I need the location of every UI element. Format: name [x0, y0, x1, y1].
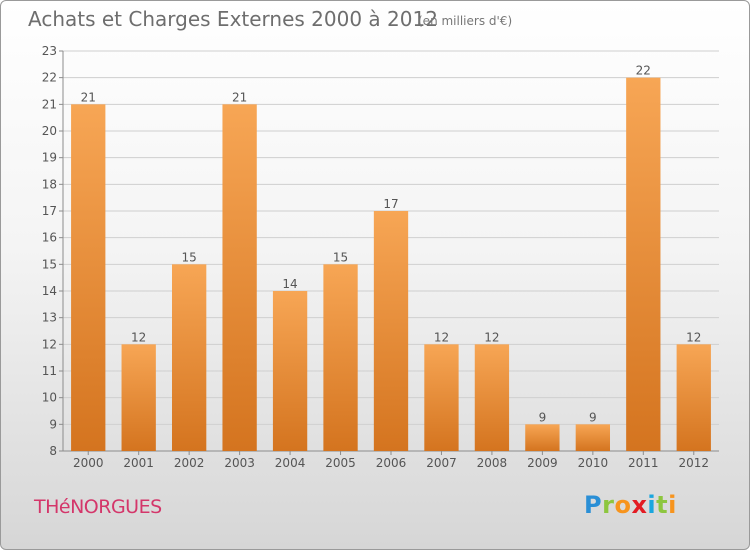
bar-2012 [676, 344, 711, 451]
bar-2004 [272, 291, 308, 451]
x-tick-label-2003: 2003 [224, 456, 255, 470]
bar-2007 [424, 344, 459, 451]
value-label-2006: 17 [383, 197, 398, 211]
value-label-2011: 22 [636, 64, 651, 78]
value-label-2008: 12 [484, 330, 499, 344]
bar-2001 [121, 344, 156, 451]
bar-2006 [373, 211, 409, 451]
x-tick-label-2000: 2000 [73, 456, 104, 470]
bar-2008 [474, 344, 510, 451]
y-tick-label: 12 [42, 337, 57, 351]
chart-subtitle: (en milliers d'€) [418, 14, 513, 28]
bar-2009 [525, 424, 560, 451]
y-tick-label: 23 [42, 44, 57, 58]
bar-2011 [626, 77, 661, 452]
y-tick-label: 13 [42, 311, 57, 325]
bar-2005 [323, 264, 358, 451]
y-tick-label: 22 [42, 71, 57, 85]
value-label-2002: 15 [182, 250, 197, 264]
y-tick-label: 20 [42, 124, 57, 138]
y-tick-label: 14 [42, 284, 57, 298]
y-tick-label: 19 [42, 151, 57, 165]
logo-letter: i [647, 491, 657, 519]
x-tick-label-2006: 2006 [376, 456, 407, 470]
y-tick-label: 15 [42, 257, 57, 271]
proxiti-logo[interactable]: Proxiti [584, 491, 677, 519]
x-tick-label-2009: 2009 [527, 456, 558, 470]
logo-letter: r [602, 491, 615, 519]
logo-letter: P [584, 491, 603, 519]
x-tick-label-2004: 2004 [275, 456, 306, 470]
x-tick-label-2001: 2001 [123, 456, 154, 470]
x-tick-label-2002: 2002 [174, 456, 205, 470]
value-label-2009: 9 [539, 410, 547, 424]
y-tick-label: 8 [49, 444, 57, 458]
value-label-2012: 12 [686, 330, 701, 344]
value-label-2003: 21 [232, 90, 247, 104]
chart-title: Achats et Charges Externes 2000 à 2012 [28, 7, 438, 31]
y-tick-label: 9 [49, 417, 57, 431]
bar-2000 [71, 104, 106, 451]
x-tick-label-2008: 2008 [477, 456, 508, 470]
value-label-2001: 12 [131, 330, 146, 344]
x-tick-label-2007: 2007 [426, 456, 457, 470]
logo-letter: t [656, 491, 669, 519]
y-tick-label: 18 [42, 177, 57, 191]
value-label-2004: 14 [282, 277, 297, 291]
y-tick-label: 17 [42, 204, 57, 218]
x-tick-label-2012: 2012 [678, 456, 709, 470]
bar-2002 [171, 264, 207, 451]
x-tick-label-2011: 2011 [628, 456, 659, 470]
x-tick-label-2005: 2005 [325, 456, 356, 470]
location-name: THéNORGUES [34, 496, 162, 518]
y-tick-label: 16 [42, 231, 57, 245]
logo-letter: x [631, 491, 648, 519]
value-label-2010: 9 [589, 410, 597, 424]
labels: 8 9 10 11 12 13 14 15 16 17 18 19 20 21 22 23 21 2000 12 20… [42, 44, 709, 470]
logo-letter: o [614, 491, 632, 519]
value-label-2000: 21 [81, 90, 96, 104]
bars [71, 77, 711, 452]
bar-2003 [222, 104, 257, 451]
y-tick-label: 11 [42, 364, 57, 378]
x-tick-label-2010: 2010 [578, 456, 609, 470]
y-tick-label: 10 [42, 391, 57, 405]
bar-2010 [575, 424, 611, 451]
value-label-2007: 12 [434, 330, 449, 344]
logo-letter: i [668, 491, 677, 519]
value-label-2005: 15 [333, 250, 348, 264]
y-tick-label: 21 [42, 97, 57, 111]
